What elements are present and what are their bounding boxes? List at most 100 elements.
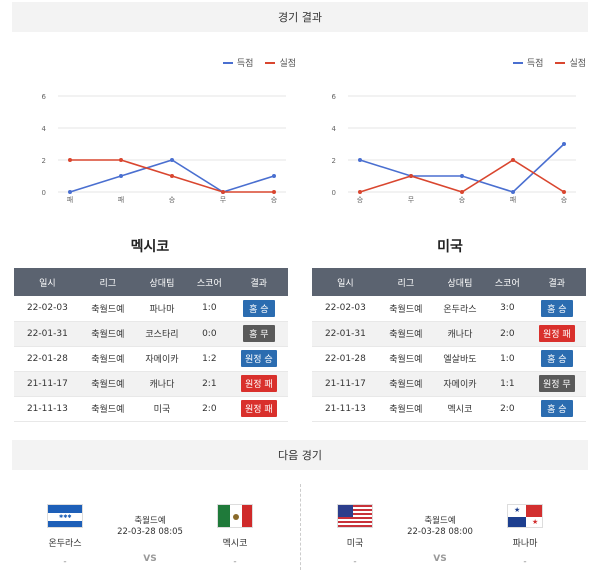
data-point [170, 158, 174, 162]
panama-flag-icon: ★ ★ [507, 504, 543, 528]
col-league: 리그 [80, 268, 135, 296]
legend-conceded-label: 실점 [279, 59, 296, 69]
cell-result: 홈 승 [528, 296, 586, 321]
cell-opponent: 엘살바도 [443, 355, 477, 365]
cell-opponent: 캐나다 [432, 321, 488, 346]
match-home-team[interactable]: ✱✱✱ 온두라스 - [35, 504, 95, 567]
cell-league: 축월드예 [91, 304, 125, 315]
y-tick-label: 0 [332, 189, 336, 197]
match-datetime: 22-03-28 08:00 [407, 527, 473, 537]
legend-scored-label: 득점 [526, 59, 544, 69]
cell-league: 축월드예 [389, 405, 423, 415]
cell-score: 1:0 [500, 353, 515, 364]
match-vs: VS [433, 554, 447, 564]
table-row: 21-11-13 축월드예 미국 2:0 원정 패 [14, 396, 288, 421]
cell-opponent: 온두라스 [443, 304, 477, 315]
cell-league: 축월드예 [378, 371, 433, 396]
legend-conceded-swatch [265, 61, 276, 64]
cell-score: 1:1 [487, 371, 528, 396]
results-header-title: 경기 결과 [278, 11, 322, 24]
legend-conceded-label: 실점 [569, 59, 586, 69]
results-body-usa: 22-02-03 축월드예 온두라스 3:0 홈 승 22-01-31 축월드예 캐나다 2:0… [312, 296, 586, 421]
y-tick-label: 2 [42, 157, 46, 165]
match-home-name: 온두라스 [48, 539, 82, 549]
y-tick-label: 4 [332, 125, 337, 133]
match-home-sub: - [353, 557, 357, 567]
data-point [119, 158, 123, 162]
cell-date: 22-01-31 [14, 321, 81, 346]
cell-opponent: 캐나다 [134, 371, 190, 396]
col-date: 일시 [312, 268, 379, 296]
table-row: 21-11-17 축월드예 자메이카 1:1 원정 무 [312, 371, 586, 396]
match-away-team[interactable]: ★ ★ 파나마 - [495, 504, 555, 567]
cell-date: 22-02-03 [26, 303, 68, 314]
col-result: 결과 [229, 268, 288, 296]
match-vs: VS [143, 554, 157, 564]
chart-legend: 득점 실점 [512, 56, 586, 69]
cell-league: 축월드예 [91, 355, 125, 365]
next-match-2[interactable]: 미국 - 축월드예 22-03-28 08:00 VS ★ ★ 파나마 - [305, 500, 575, 570]
cell-date: 21-11-17 [14, 371, 81, 396]
table-row: 22-01-31 축월드예 캐나다 2:0 원정 패 [312, 321, 586, 346]
col-result: 결과 [527, 268, 586, 296]
data-point [68, 158, 72, 162]
cell-opponent: 자메이카 [432, 371, 488, 396]
cell-result: 원정 승 [230, 346, 288, 371]
x-tick-label: 승 [357, 196, 364, 204]
data-point [358, 190, 362, 194]
y-tick-label: 6 [42, 93, 47, 101]
cell-date: 22-01-31 [312, 321, 379, 346]
result-badge: 원정 패 [240, 400, 277, 417]
col-score: 스코어 [487, 268, 528, 296]
cell-date: 22-01-28 [324, 353, 366, 364]
y-tick-label: 2 [332, 157, 336, 165]
result-badge: 홈 승 [242, 299, 275, 317]
cell-result: 원정 패 [527, 321, 586, 346]
data-point [511, 158, 515, 162]
match-away-sub: - [233, 557, 237, 567]
data-point [460, 174, 464, 178]
match-home-name: 미국 [346, 539, 364, 549]
next-match-1[interactable]: ✱✱✱ 온두라스 - 축월드예 22-03-28 08:05 VS 멕시코 - [15, 500, 285, 570]
table-row: 22-02-03 축월드예 온두라스 3:0 홈 승 [312, 296, 586, 321]
x-tick-label: 패 [510, 195, 516, 204]
data-point [221, 190, 225, 194]
cell-opponent: 멕시코 [447, 405, 473, 415]
result-badge: 홈 무 [242, 325, 275, 342]
x-tick-label: 패 [118, 195, 124, 204]
results-table-mexico: 일시 리그 상대팀 스코어 결과 22-02-03 축월드예 파나마 1:0 홈 승 22… [14, 268, 288, 422]
table-header-row: 일시 리그 상대팀 스코어 결과 [312, 268, 586, 296]
col-opponent: 상대팀 [432, 268, 488, 296]
match-away-team[interactable]: 멕시코 - [205, 504, 265, 567]
chart-legend: 득점 실점 [222, 56, 296, 69]
results-body-mexico: 22-02-03 축월드예 파나마 1:0 홈 승 22-01-31 축월드예 코스타리 0:0… [14, 296, 288, 421]
y-tick-label: 4 [42, 125, 47, 133]
cell-league: 축월드예 [80, 371, 135, 396]
legend-scored-swatch [512, 61, 523, 64]
cell-league: 축월드예 [389, 355, 423, 365]
table-row: 22-01-28 축월드예 자메이카 1:2 원정 승 [14, 346, 288, 371]
match-away-name: 멕시코 [222, 539, 248, 549]
cell-score: 1:2 [202, 353, 217, 364]
match-datetime: 22-03-28 08:05 [117, 527, 183, 537]
cell-league: 축월드예 [389, 304, 423, 315]
cell-score: 1:0 [202, 303, 217, 314]
cell-opponent: 자메이카 [145, 355, 179, 365]
cell-score: 2:0 [500, 403, 515, 414]
next-match-header: 다음 경기 [12, 440, 588, 470]
result-badge: 원정 패 [240, 375, 277, 392]
table-row: 22-01-31 축월드예 코스타리 0:0 홈 무 [14, 321, 288, 346]
table-row: 21-11-17 축월드예 캐나다 2:1 원정 패 [14, 371, 288, 396]
data-point [119, 174, 123, 178]
honduras-flag-icon: ✱✱✱ [47, 504, 83, 528]
cell-date: 21-11-13 [324, 403, 366, 414]
next-match-header-title: 다음 경기 [278, 449, 322, 462]
col-league: 리그 [378, 268, 433, 296]
cell-result: 원정 패 [230, 396, 288, 421]
chart-mexico-svg: 0 2 4 6 패 패 승 무 승 [42, 93, 286, 204]
x-tick-label: 승 [169, 196, 176, 204]
cell-date: 21-11-13 [26, 403, 68, 414]
data-point [272, 174, 276, 178]
match-home-team[interactable]: 미국 - [325, 504, 385, 567]
match-away-sub: - [523, 557, 527, 567]
